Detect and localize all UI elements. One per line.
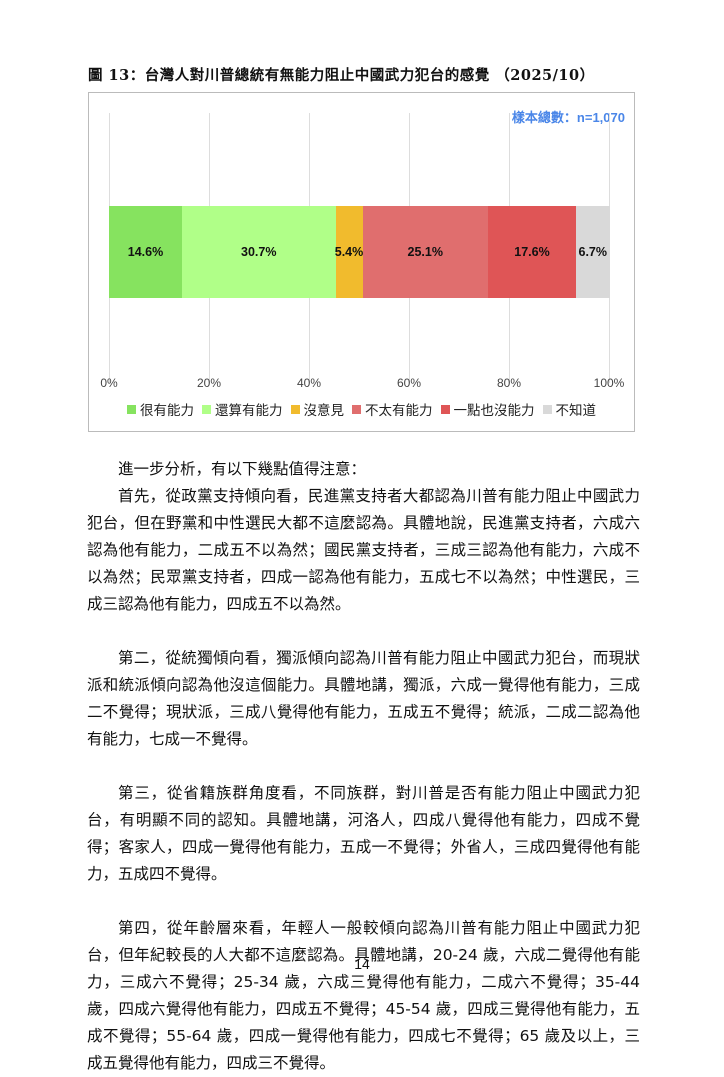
legend-item: 不太有能力 — [352, 399, 433, 419]
paragraph-unification: 第二，從統獨傾向看，獨派傾向認為川普有能力阻止中國武力犯台，而現狀派和統派傾向認… — [87, 649, 640, 748]
legend-swatch — [202, 404, 211, 414]
bar-segment: 25.1% — [362, 206, 488, 298]
page-number: 14 — [354, 956, 370, 972]
x-tick-label: 40% — [296, 376, 322, 390]
body-text: 進一步分析，有以下幾點值得注意： 首先，從政黨支持傾向看，民進黨支持者大都認為川… — [87, 456, 640, 1077]
x-tick-label: 20% — [196, 376, 222, 390]
legend-swatch — [352, 404, 361, 414]
legend-label: 很有能力 — [140, 403, 194, 419]
data-label: 14.6% — [127, 245, 164, 259]
data-label: 6.7% — [578, 245, 608, 259]
bar-segment: 6.7% — [576, 206, 610, 298]
data-label: 30.7% — [241, 245, 277, 259]
bar-segment: 17.6% — [488, 206, 576, 298]
x-tick-label: 100% — [593, 376, 625, 390]
x-tick-label: 60% — [396, 376, 422, 390]
gridline — [609, 113, 610, 383]
legend-item: 很有能力 — [127, 399, 194, 419]
legend-swatch — [440, 404, 450, 414]
paragraph-ethnicity: 第三，從省籍族群角度看，不同族群，對川普是否有能力阻止中國武力犯台，有明顯不同的… — [87, 784, 640, 883]
data-label: 5.4% — [334, 245, 364, 259]
figure-title: 圖 13：台灣人對川普總統有無能力阻止中國武力犯台的感覺 （2025/10） — [88, 67, 595, 84]
legend-label: 沒意見 — [303, 403, 345, 419]
legend-label: 還算有能力 — [215, 403, 283, 419]
data-label: 25.1% — [407, 245, 443, 259]
bar-segment: 30.7% — [182, 206, 336, 298]
bar-segment: 5.4% — [334, 206, 364, 298]
legend-swatch — [542, 404, 552, 414]
x-tick-label: 0% — [100, 376, 118, 390]
legend-item: 一點也沒能力 — [440, 399, 535, 419]
legend-swatch — [127, 404, 136, 414]
paragraph-intro: 進一步分析，有以下幾點值得注意： — [118, 460, 367, 478]
data-label: 17.6% — [514, 245, 550, 259]
legend-item: 還算有能力 — [202, 399, 283, 419]
legend-label: 不太有能力 — [365, 403, 433, 419]
paragraph-party: 首先，從政黨支持傾向看，民進黨支持者大都認為川普有能力阻止中國武力犯台，但在野黨… — [87, 487, 640, 613]
x-tick-label: 80% — [496, 376, 522, 390]
legend-item: 沒意見 — [290, 399, 345, 419]
legend-label: 一點也沒能力 — [453, 403, 535, 419]
chart-legend: 很有能力 還算有能力 沒意見 不太有能力 一點也沒能力 不知道 — [89, 399, 634, 419]
legend-item: 不知道 — [542, 399, 597, 419]
paragraph-age: 第四，從年齡層來看，年輕人一般較傾向認為川普有能力阻止中國武力犯台，但年紀較長的… — [87, 919, 640, 1072]
legend-label: 不知道 — [555, 403, 597, 419]
bar-segment: 14.6% — [109, 206, 182, 298]
legend-swatch — [290, 404, 300, 414]
stacked-bar-chart: 樣本總數：n=1,070 0% 20% 40% 60% 80% 100% 14.6% 30.7… — [88, 92, 635, 432]
sample-size-label: 樣本總數：n=1,070 — [511, 110, 625, 125]
